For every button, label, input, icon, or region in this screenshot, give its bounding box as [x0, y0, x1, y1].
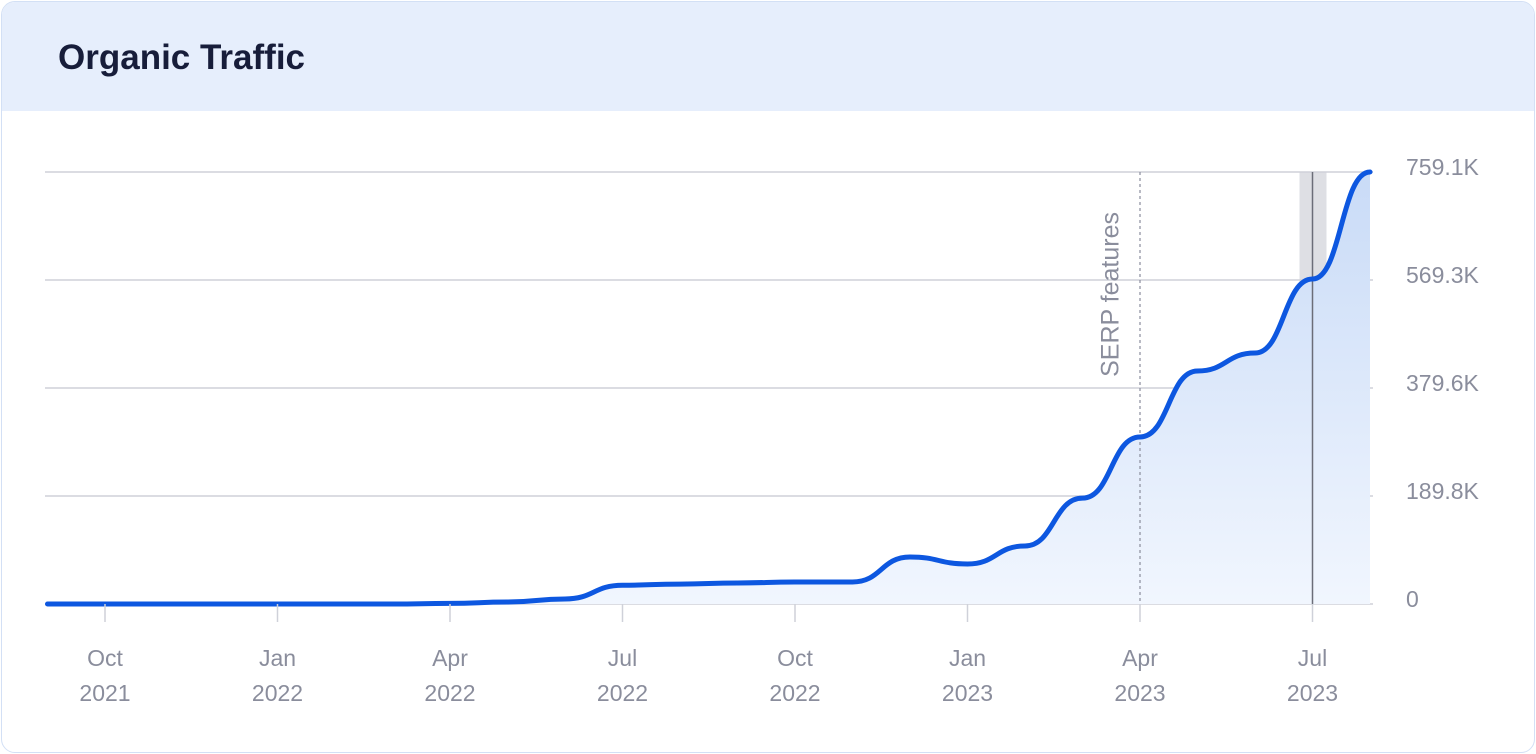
x-tick-label: Jul 2022 [597, 645, 648, 706]
y-tick-label: 569.3K [1406, 262, 1480, 288]
y-tick-label: 759.1K [1406, 154, 1480, 180]
x-tick-label: Jan 2022 [252, 645, 303, 706]
x-tick-label: Apr 2023 [1114, 645, 1165, 706]
line [45, 169, 1373, 607]
x-tick-label: Jul 2023 [1287, 645, 1338, 706]
x-tick-label: Oct 2021 [79, 645, 130, 706]
y-tick-label: 189.8K [1406, 478, 1480, 504]
x-tick-label: Apr 2022 [424, 645, 475, 706]
header: Organic Traffic [2, 2, 1534, 111]
title: Organic Traffic [58, 38, 306, 77]
x-tick-label: Jan 2023 [942, 645, 993, 706]
y-tick-label: 0 [1406, 586, 1419, 612]
annotation-label: SERP features [1097, 212, 1125, 377]
y-tick-label: 379.6K [1406, 370, 1480, 396]
x-tick-label: Oct 2022 [769, 645, 820, 706]
area [47, 172, 1370, 604]
